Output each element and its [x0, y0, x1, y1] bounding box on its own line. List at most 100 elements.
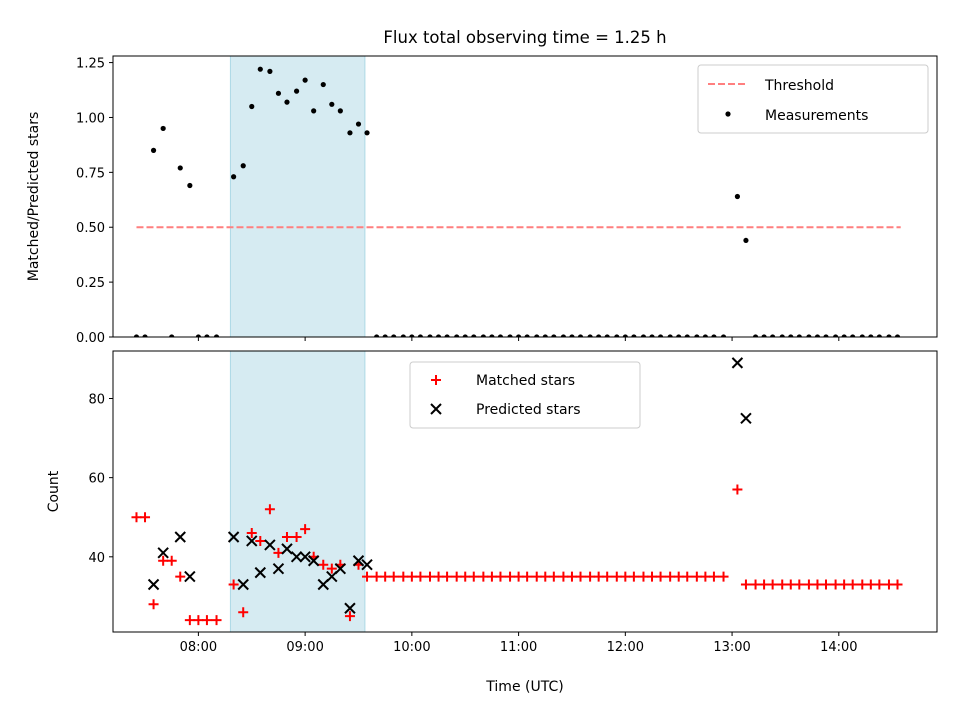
measurement-point [435, 334, 442, 337]
matched-star-point [794, 579, 805, 590]
matched-star-point [750, 579, 761, 590]
matched-star-point [255, 535, 266, 546]
measurement-point [284, 99, 290, 105]
measurement-point [542, 334, 548, 337]
matched-star-point [478, 571, 489, 582]
predicted-star-point [299, 551, 311, 563]
matched-star-point [839, 579, 850, 590]
matched-star-point [628, 571, 639, 582]
measurement-point [640, 334, 647, 337]
matched-star-point [708, 571, 719, 582]
measurement-point [329, 101, 335, 107]
series-matched-stars [131, 484, 903, 626]
matched-star-point [857, 579, 868, 590]
matched-star-point [228, 579, 239, 590]
measurement-point [894, 334, 901, 337]
legend-predicted-swatch [430, 403, 442, 415]
measurement-point [382, 334, 388, 337]
measurement-point [622, 334, 628, 337]
predicted-star-point [227, 531, 240, 543]
matched-star-point [718, 571, 729, 582]
predicted-star-point [334, 562, 347, 575]
measurement-point [694, 334, 700, 337]
x-tick-label: 13:00 [713, 640, 750, 655]
matched-star-point [593, 571, 604, 582]
legend-predicted-label: Predicted stars [476, 402, 581, 418]
measurement-point [551, 334, 557, 337]
matched-star-point [175, 571, 186, 582]
matched-star-point [812, 579, 823, 590]
predicted-star-point [290, 551, 303, 563]
x-tick-label: 08:00 [180, 640, 217, 655]
y-tick-label: 1.25 [76, 57, 105, 72]
y-tick-label: 40 [88, 551, 105, 566]
measurement-point [355, 121, 362, 127]
predicted-star-point [307, 555, 320, 567]
matched-star-point [362, 571, 373, 582]
legend-box [409, 361, 641, 429]
matched-star-point [892, 579, 903, 590]
measurement-point [823, 334, 829, 337]
measurement-point [868, 334, 874, 337]
predicted-star-point [740, 412, 752, 424]
measurement-point [833, 334, 839, 337]
x-tick-label: 12:00 [607, 640, 644, 655]
measurement-point [577, 334, 584, 337]
measurement-point [734, 193, 741, 200]
predicted-star-point [281, 543, 293, 555]
measurement-point [267, 68, 273, 74]
measurement-point [150, 147, 157, 153]
matched-star-point [575, 571, 586, 582]
predicted-star-point [264, 539, 276, 551]
chart-title: Flux total observing time = 1.25 h [383, 28, 666, 47]
y-tick-label: 80 [88, 392, 105, 407]
measurement-point [507, 334, 513, 337]
matched-star-point [211, 615, 222, 626]
predicted-star-point [731, 357, 744, 369]
measurement-point [859, 334, 865, 337]
observing-span [229, 55, 366, 338]
matched-star-point [460, 571, 471, 582]
matched-star-point [451, 571, 462, 582]
matched-star-point [318, 559, 329, 570]
measurement-point [213, 334, 220, 337]
measurement-point [631, 334, 637, 337]
matched-star-point [406, 571, 417, 582]
matched-star-point [131, 512, 142, 523]
matched-star-point [638, 571, 649, 582]
matched-star-point [759, 579, 770, 590]
plot-content [131, 357, 903, 626]
y-axis-label: Matched/Predicted stars [26, 112, 42, 282]
measurement-point [320, 81, 326, 88]
legend: Threshold Measurements [697, 64, 929, 134]
measurement-point [814, 334, 821, 337]
predicted-star-point [184, 570, 196, 583]
matched-star-point [767, 579, 778, 590]
measurement-point [257, 66, 263, 72]
matched-star-point [691, 571, 702, 582]
measurement-point [160, 125, 166, 132]
matched-star-point [442, 571, 453, 582]
measurement-point [311, 108, 317, 114]
matched-star-point [184, 615, 195, 626]
legend-threshold-label: Threshold [764, 78, 834, 94]
matched-star-point [380, 571, 391, 582]
measurement-point [770, 334, 776, 337]
measurement-point [560, 334, 567, 337]
measurement-point [596, 334, 602, 337]
matched-star-point [566, 571, 577, 582]
measurement-point [177, 165, 183, 171]
matched-star-point [865, 579, 876, 590]
axes-frame [112, 55, 938, 338]
predicted-star-point [254, 566, 267, 579]
measurement-point [720, 334, 727, 337]
matched-star-point [558, 571, 569, 582]
measurement-point [497, 334, 504, 337]
measurement-point [657, 334, 664, 337]
matched-star-point [803, 579, 814, 590]
y-tick-label: 0.75 [76, 166, 105, 181]
axes-frame [112, 350, 938, 633]
predicted-star-point [272, 562, 285, 575]
matched-star-point [425, 571, 436, 582]
y-tick-label: 0.50 [76, 221, 105, 236]
